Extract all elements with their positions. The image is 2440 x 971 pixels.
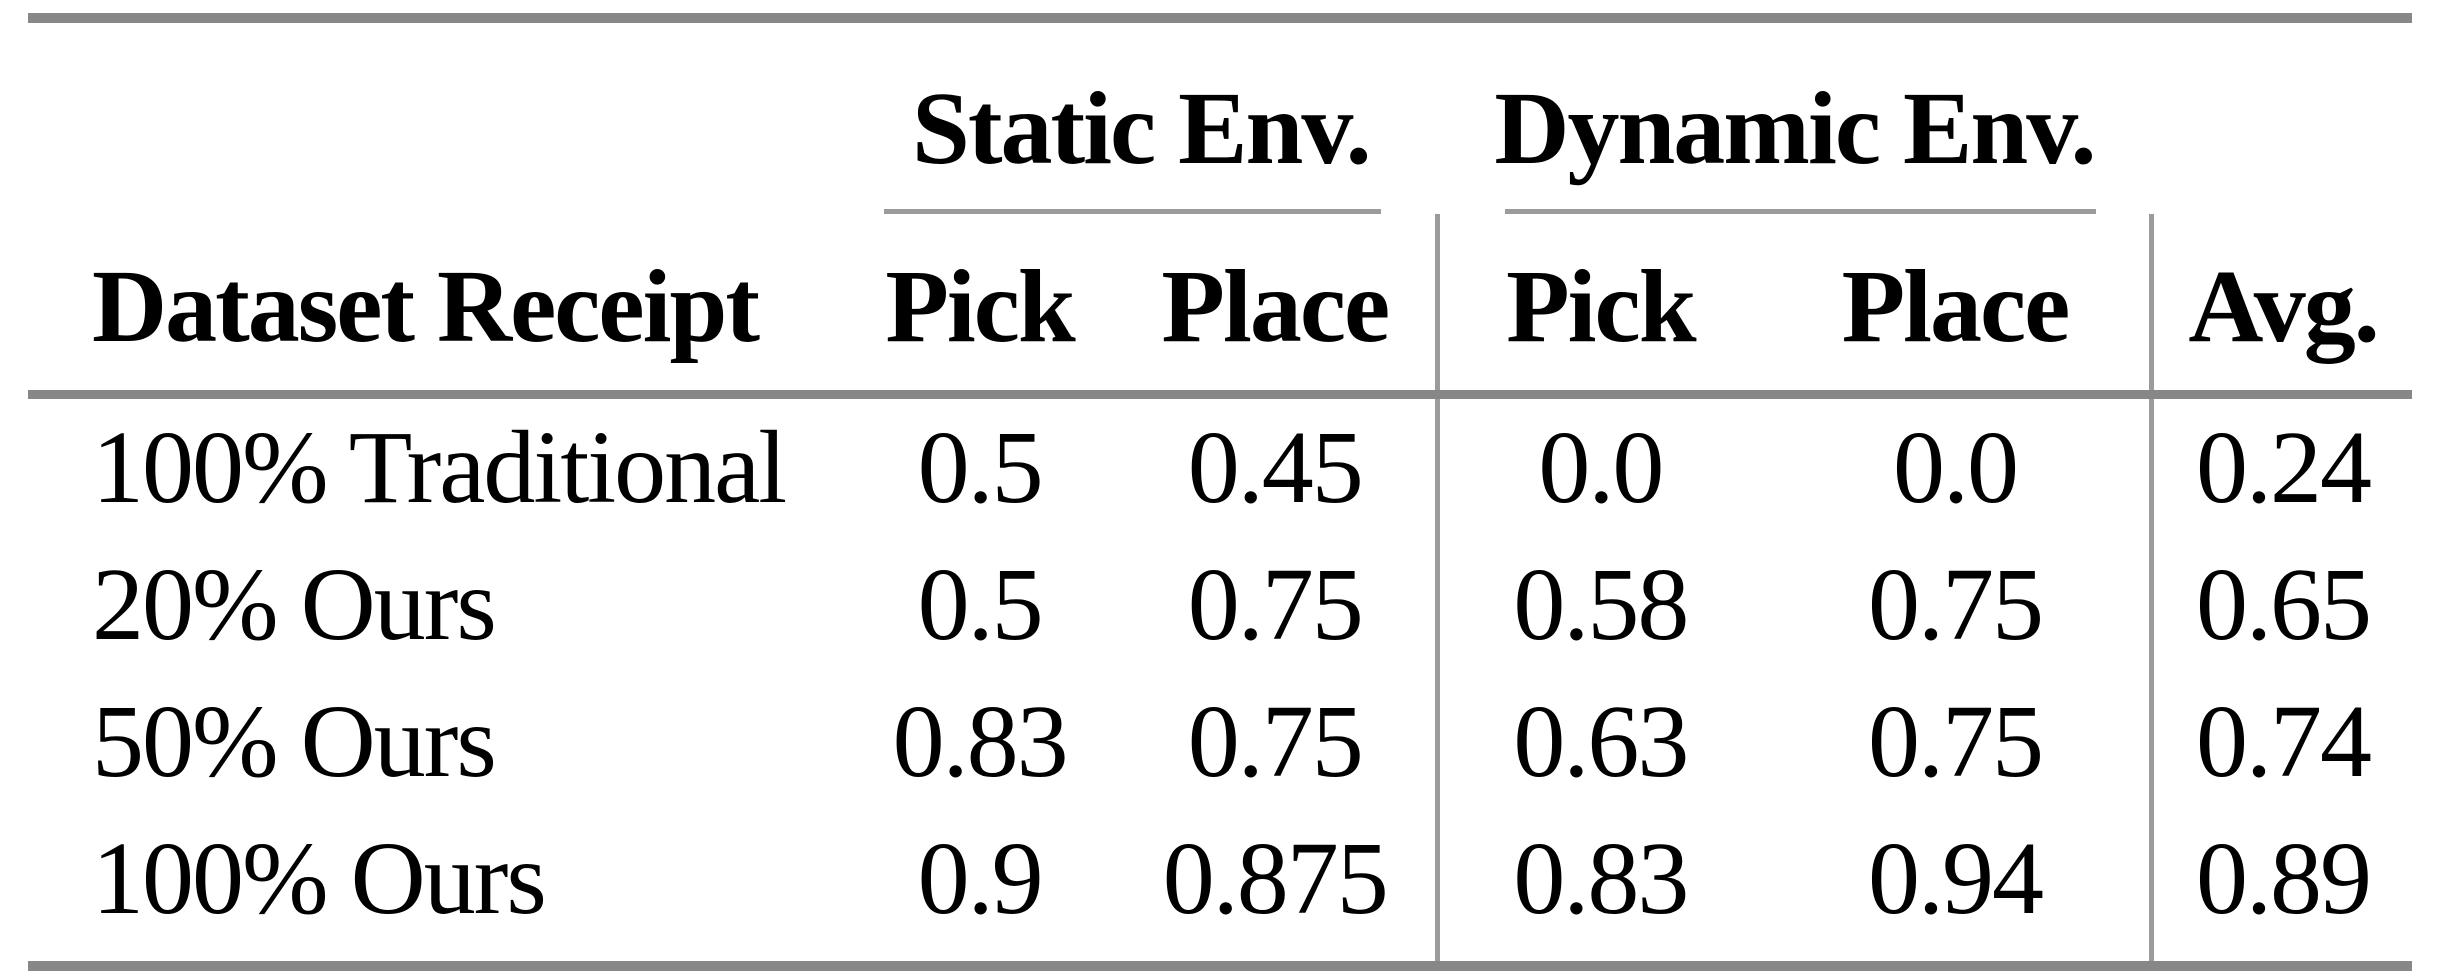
row-label: 20% Ours — [92, 546, 497, 662]
col-header-dynamic-pick: Pick — [1437, 214, 1761, 399]
cell-static-place: 0.45 — [1114, 394, 1440, 536]
col-header-static-pick: Pick — [844, 214, 1115, 399]
column-header-row: Dataset Receipt Pick Place Pick Place Av… — [28, 214, 2412, 399]
cell-static-pick: 0.83 — [892, 683, 1069, 799]
row-label: 50% Ours — [92, 683, 497, 799]
dynamic-cmidrule — [1505, 209, 2096, 214]
cell-avg: 0.24 — [2196, 409, 2372, 525]
top-rule — [28, 13, 2412, 23]
table-row: 50% Ours 0.83 0.75 0.63 0.75 0.74 — [28, 673, 2412, 810]
table-row: 100% Traditional 0.5 0.45 0.0 0.0 0.24 — [28, 394, 2412, 536]
cell-dynamic-pick: 0.83 — [1437, 810, 1761, 971]
row-label: 100% Ours — [28, 810, 845, 971]
col-header-avg: Avg. — [2151, 214, 2412, 399]
cell-static-pick: 0.9 — [844, 810, 1115, 971]
row-label: 100% Traditional — [92, 409, 787, 525]
results-table: Static Env. Dynamic Env. Dataset Receipt… — [28, 23, 2412, 971]
group-header-static-label: Static Env. — [912, 71, 1372, 186]
cell-avg: 0.65 — [2196, 546, 2372, 662]
table-row: 20% Ours 0.5 0.75 0.58 0.75 0.65 — [28, 536, 2412, 673]
group-header-dynamic-label: Dynamic Env. — [1494, 71, 2096, 186]
group-header-static: Static Env. — [844, 23, 1437, 214]
cell-dynamic-place: 0.75 — [1760, 536, 2155, 673]
group-header-spacer — [2152, 23, 2412, 214]
group-header-row: Static Env. Dynamic Env. — [28, 23, 2412, 214]
col-header-static-place: Place — [1114, 214, 1440, 399]
cell-static-place: 0.75 — [1114, 536, 1440, 673]
cell-static-pick: 0.5 — [917, 409, 1044, 525]
cell-avg: 0.74 — [2196, 683, 2372, 799]
col-header-dataset: Dataset Receipt — [28, 214, 845, 399]
cell-dynamic-place: 0.75 — [1760, 673, 2155, 810]
col-header-dynamic-place: Place — [1760, 214, 2155, 399]
cell-dynamic-pick: 0.0 — [1538, 409, 1664, 525]
static-cmidrule — [884, 209, 1382, 214]
group-header-dynamic: Dynamic Env. — [1437, 23, 2151, 214]
cell-avg: 0.89 — [2151, 810, 2412, 971]
cell-dynamic-place: 0.94 — [1760, 810, 2155, 971]
cell-dynamic-place: 0.0 — [1760, 394, 2155, 536]
cell-static-pick: 0.5 — [917, 546, 1044, 662]
table-row: 100% Ours 0.9 0.875 0.83 0.94 0.89 — [28, 810, 2412, 971]
cell-static-place: 0.875 — [1114, 810, 1440, 971]
cell-dynamic-pick: 0.63 — [1513, 683, 1689, 799]
group-header-spacer — [28, 23, 844, 214]
cell-dynamic-pick: 0.58 — [1513, 546, 1689, 662]
cell-static-place: 0.75 — [1114, 673, 1440, 810]
